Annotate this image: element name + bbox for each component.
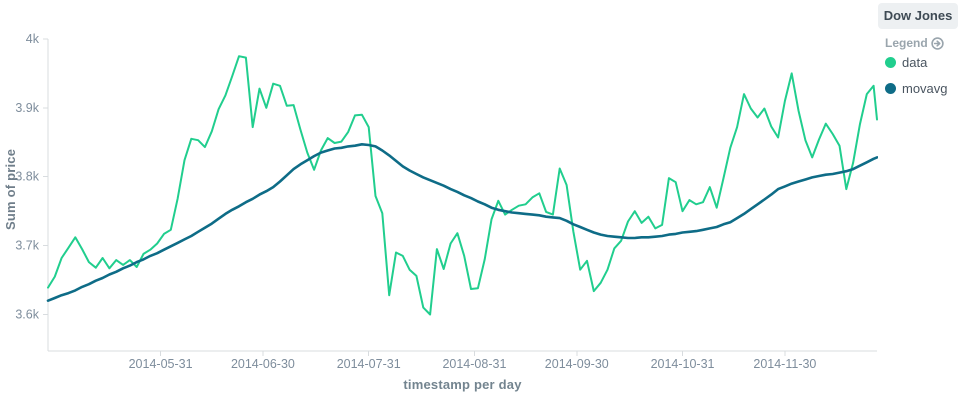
legend-toggle-label: Legend	[885, 36, 928, 50]
x-tick-label: 2014-10-31	[651, 357, 715, 371]
legend-label: data	[902, 55, 928, 70]
line-chart-canvas[interactable]: 3.6k 3.7k 3.8k 3.9k 4k 2014-05-31 2014-06-30 20…	[0, 0, 878, 400]
legend-swatch-movavg	[885, 83, 896, 94]
y-tick-label: 3.6k	[15, 307, 39, 321]
legend-swatch-data	[885, 57, 896, 68]
legend-label: movavg	[902, 81, 948, 96]
legend-toggle[interactable]: Legend	[885, 36, 958, 50]
x-tick-label: 2014-09-30	[545, 357, 609, 371]
arrow-circle-right-icon	[930, 36, 944, 50]
x-tick-label: 2014-11-30	[753, 357, 816, 371]
y-tick-label: 3.9k	[15, 101, 39, 115]
x-axis-title: timestamp per day	[403, 377, 522, 392]
y-axis-title: Sum of price	[3, 148, 18, 230]
legend-item-list: data movavg	[878, 55, 958, 96]
movavg-series-line	[46, 143, 878, 303]
x-tick-label: 2014-08-31	[442, 357, 506, 371]
y-tick-label: 4k	[26, 32, 40, 46]
y-tick-label: 3.8k	[15, 170, 39, 184]
legend-item-movavg[interactable]: movavg	[885, 81, 958, 96]
x-tick-label: 2014-06-30	[231, 357, 295, 371]
x-tick-label: 2014-07-31	[337, 357, 401, 371]
x-tick-label: 2014-05-31	[129, 357, 193, 371]
data-series-line	[47, 55, 878, 316]
legend-sidebar: Dow Jones Legend data movavg	[878, 0, 958, 400]
legend-item-data[interactable]: data	[885, 55, 958, 70]
panel-title: Dow Jones	[878, 3, 958, 29]
y-tick-label: 3.7k	[15, 239, 39, 253]
